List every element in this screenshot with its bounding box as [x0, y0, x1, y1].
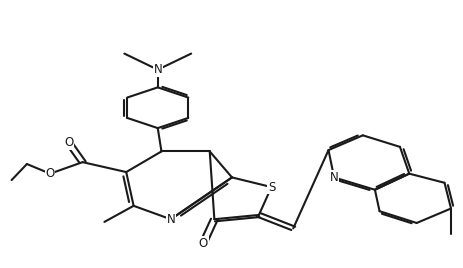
Text: O: O	[64, 136, 73, 149]
Text: S: S	[267, 181, 275, 193]
Text: N: N	[153, 63, 162, 76]
Text: O: O	[198, 237, 207, 250]
Text: N: N	[166, 213, 175, 226]
Text: N: N	[329, 171, 338, 184]
Text: O: O	[45, 167, 55, 180]
